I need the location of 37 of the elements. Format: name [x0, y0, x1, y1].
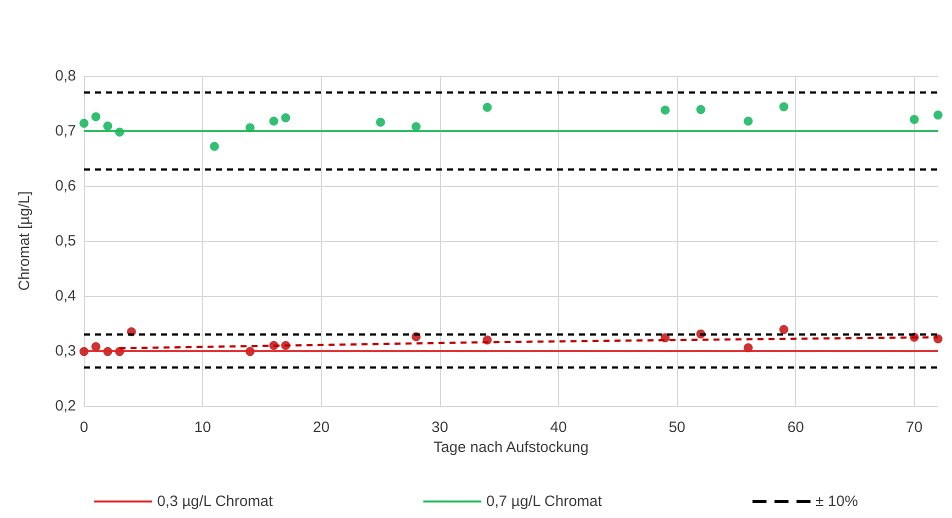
- point: [744, 116, 753, 126]
- point: [660, 106, 670, 115]
- point: [281, 113, 290, 122]
- x-tick-label: 40: [550, 419, 567, 436]
- legend-label: 0,3 µg/L Chromat: [157, 493, 274, 510]
- point: [210, 142, 219, 151]
- point: [269, 116, 278, 126]
- point: [80, 118, 88, 128]
- point: [934, 110, 942, 120]
- y-tick-label: 0,8: [55, 68, 76, 84]
- point: [779, 102, 788, 112]
- point: [91, 112, 100, 122]
- y-tick-label: 0,7: [55, 122, 76, 140]
- x-axis-title: Tage nach Aufstockung: [433, 438, 589, 456]
- point: [910, 114, 919, 124]
- point: [103, 122, 112, 131]
- point: [376, 118, 386, 127]
- x-tick-label: 30: [431, 419, 448, 436]
- y-tick-label: 0,2: [55, 398, 76, 414]
- y-axis-title: Chromat [µg/L]: [16, 191, 33, 291]
- x-tick-label: 50: [668, 419, 686, 436]
- point: [412, 122, 421, 132]
- x-tick-label: 0: [80, 419, 88, 436]
- y-tick-label: 0,3: [55, 342, 76, 360]
- x-tick-label: 70: [906, 419, 923, 436]
- x-tick-label: 20: [312, 419, 330, 436]
- y-tick-label: 0,6: [55, 178, 76, 194]
- point: [91, 342, 100, 352]
- point: [779, 325, 788, 334]
- legend-label: 0,7 µg/L Chromat: [486, 493, 603, 510]
- y-tick-label: 0,5: [55, 232, 76, 250]
- point: [696, 105, 706, 114]
- point: [482, 102, 492, 112]
- x-tick-label: 60: [787, 419, 804, 436]
- legend-label: ± 10%: [815, 493, 858, 510]
- x-tick-label: 10: [194, 419, 211, 436]
- y-tick-label: 0,4: [55, 288, 76, 304]
